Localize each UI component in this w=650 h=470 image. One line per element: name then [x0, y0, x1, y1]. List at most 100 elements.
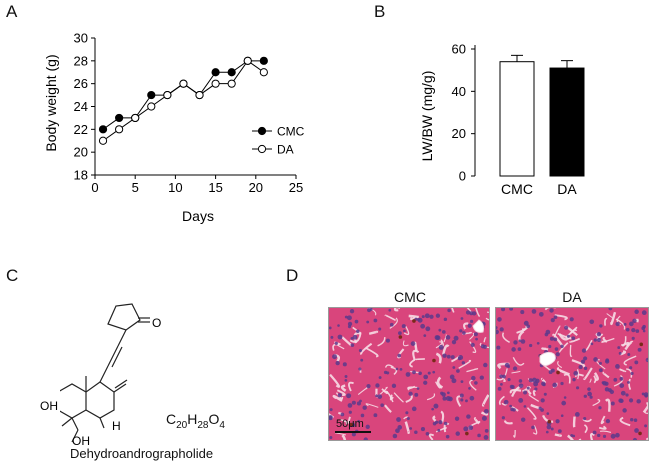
cell-nucleus	[471, 375, 476, 381]
sinusoid-streak	[502, 332, 511, 343]
cell-nucleus	[531, 425, 535, 430]
cell-nucleus	[454, 416, 460, 421]
cell-nucleus	[545, 430, 549, 434]
cell-nucleus	[615, 321, 620, 327]
cell-nucleus	[431, 407, 435, 411]
cell-nucleus	[363, 437, 368, 440]
cell-nucleus	[358, 367, 362, 371]
micrograph-da	[495, 307, 649, 441]
cell-nucleus	[642, 324, 646, 329]
cell-nucleus	[344, 375, 348, 378]
cell-nucleus	[593, 357, 598, 362]
cell-nucleus	[414, 430, 418, 435]
sinusoid-streak	[554, 433, 562, 437]
y-tick-label: 20	[74, 145, 88, 160]
sinusoid-streak	[554, 314, 568, 321]
sinusoid-streak	[473, 417, 480, 425]
sinusoid-streak	[486, 311, 489, 313]
cell-nucleus	[358, 348, 362, 353]
cell-nucleus	[375, 383, 380, 388]
liver-tissue-da-image	[496, 308, 648, 440]
cell-nucleus	[392, 433, 398, 439]
cell-nucleus	[574, 412, 580, 417]
cell-nucleus	[513, 340, 518, 345]
y-tick-label: 18	[74, 168, 88, 183]
x-tick-label: 10	[168, 180, 182, 195]
cell-nucleus	[560, 344, 564, 348]
sinusoid-streak	[569, 344, 573, 357]
sinusoid-streak	[469, 332, 475, 340]
sinusoid-streak	[413, 341, 418, 352]
side-chain-2b	[111, 346, 123, 368]
cell-nucleus	[534, 387, 538, 391]
cell-nucleus	[597, 433, 601, 438]
sinusoid-streak	[619, 350, 627, 356]
cell-nucleus	[357, 419, 360, 423]
pigment-dot	[638, 431, 642, 436]
cell-nucleus	[601, 381, 605, 384]
bar-da	[549, 67, 585, 177]
sinusoid-streak	[541, 347, 549, 351]
central-vein	[539, 351, 556, 367]
cell-nucleus	[563, 396, 567, 399]
compound-name: Dehydroandrographolide	[70, 446, 214, 461]
atom-oh-1: OH	[40, 399, 58, 413]
sinusoid-streak	[511, 370, 521, 374]
cell-nucleus	[388, 308, 392, 312]
sinusoid-streak	[592, 398, 601, 407]
cell-nucleus	[531, 377, 537, 383]
cell-nucleus	[469, 319, 474, 323]
data-point-da	[147, 102, 156, 111]
pigment-dot	[547, 419, 552, 424]
cell-nucleus	[442, 353, 447, 358]
data-point-da	[243, 56, 252, 65]
cell-nucleus	[337, 334, 343, 340]
cell-nucleus	[483, 435, 489, 440]
exo-methylene-2	[114, 379, 128, 389]
cell-nucleus	[437, 428, 441, 432]
cell-nucleus	[405, 372, 411, 377]
cell-nucleus	[347, 403, 353, 408]
sinusoid-streak	[481, 394, 489, 407]
side-chain-3	[99, 365, 109, 383]
sinusoid-streak	[532, 425, 538, 435]
sinusoid-streak	[568, 337, 581, 343]
series-line-da	[102, 60, 265, 142]
cell-nucleus	[619, 376, 624, 381]
sinusoid-streak	[509, 388, 522, 394]
cell-nucleus	[346, 393, 352, 399]
sinusoid-streak	[602, 371, 610, 379]
sinusoid-streak	[384, 364, 394, 368]
cell-nucleus	[456, 369, 460, 373]
cell-nucleus	[554, 347, 559, 351]
cell-nucleus	[483, 408, 489, 414]
sinusoid-streak	[389, 394, 394, 401]
cell-nucleus	[425, 326, 431, 332]
cell-nucleus	[429, 314, 434, 319]
cell-nucleus	[634, 360, 639, 365]
cell-nucleus	[350, 336, 354, 340]
cell-nucleus	[531, 309, 537, 314]
cell-nucleus	[367, 308, 371, 313]
category-label-cmc: CMC	[501, 181, 533, 197]
cell-nucleus	[570, 434, 574, 437]
cell-nucleus	[610, 433, 616, 439]
cell-nucleus	[356, 329, 360, 333]
cell-nucleus	[555, 419, 560, 424]
sinusoid-streak	[583, 367, 593, 381]
sinusoid-streak	[365, 347, 379, 358]
ring-b	[85, 381, 115, 419]
lw-bw-bars: CMC DA	[499, 54, 585, 197]
sinusoid-streak	[442, 344, 450, 355]
cell-nucleus	[596, 337, 602, 343]
cell-nucleus	[380, 403, 384, 408]
cell-nucleus	[496, 326, 498, 330]
cell-nucleus	[550, 317, 555, 323]
y-tick-label-b: 0	[459, 169, 466, 184]
cell-nucleus	[520, 310, 525, 315]
cell-nucleus	[383, 370, 388, 375]
cell-nucleus	[395, 428, 400, 434]
sinusoid-streak	[589, 432, 596, 440]
cell-nucleus	[572, 377, 576, 382]
cell-nucleus	[511, 347, 516, 352]
